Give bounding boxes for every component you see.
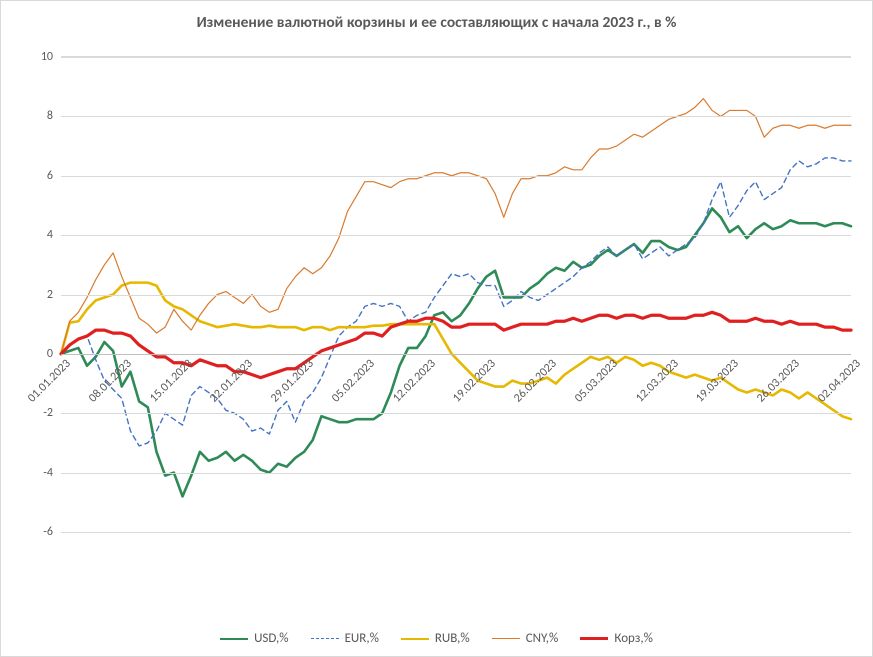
legend-label: RUB,% xyxy=(435,631,470,646)
gridline xyxy=(61,116,851,117)
legend-label: EUR,% xyxy=(345,631,379,646)
chart-title: Изменение валютной корзины и ее составля… xyxy=(1,13,872,32)
plot-area: -6-4-2024681001.01.202308.01.202315.01.2… xyxy=(61,56,851,533)
legend-item-cny: CNY,% xyxy=(492,631,559,646)
legend-label: Корз,% xyxy=(614,631,653,646)
y-tick-label: -4 xyxy=(43,466,61,480)
y-tick-label: -2 xyxy=(43,406,61,420)
legend-label: USD,% xyxy=(254,631,289,646)
y-tick-label: 2 xyxy=(47,288,61,302)
gridline xyxy=(61,235,851,236)
legend-item-rub: RUB,% xyxy=(401,631,470,646)
gridline xyxy=(61,532,851,533)
y-tick-label: 10 xyxy=(41,50,61,64)
gridline xyxy=(61,176,851,177)
legend-swatch xyxy=(401,638,429,640)
gridline xyxy=(61,57,851,58)
chart-container: Изменение валютной корзины и ее составля… xyxy=(0,0,873,657)
legend-swatch xyxy=(220,638,248,640)
y-tick-label: 6 xyxy=(47,169,61,183)
legend: USD,% EUR,% RUB,% CNY,% Корз,% xyxy=(1,631,872,646)
gridline xyxy=(61,473,851,474)
gridline xyxy=(61,295,851,296)
legend-label: CNY,% xyxy=(526,631,559,646)
y-tick-label: 8 xyxy=(47,109,61,123)
legend-item-eur: EUR,% xyxy=(311,631,379,646)
y-tick-label: 4 xyxy=(47,228,61,242)
legend-item-usd: USD,% xyxy=(220,631,289,646)
legend-swatch xyxy=(311,638,339,639)
series-cny xyxy=(61,99,851,354)
gridline xyxy=(61,354,851,355)
legend-swatch xyxy=(580,637,608,640)
legend-swatch xyxy=(492,638,520,639)
legend-item-basket: Корз,% xyxy=(580,631,653,646)
series-eur xyxy=(61,158,851,446)
y-tick-label: -6 xyxy=(43,525,61,539)
gridline xyxy=(61,413,851,414)
series-usd xyxy=(61,208,851,496)
